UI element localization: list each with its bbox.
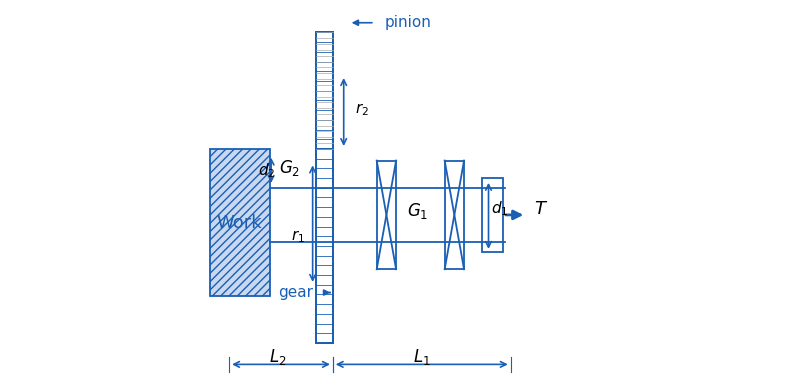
Text: $r_2$: $r_2$ [355,102,370,118]
Bar [315,32,333,343]
Bar [482,178,503,252]
Text: $d_1$: $d_1$ [491,200,509,219]
Text: $G_2$: $G_2$ [278,158,300,178]
Text: $T$: $T$ [534,200,548,218]
Bar [210,149,270,296]
Text: pinion: pinion [385,15,431,30]
Text: $L_2$: $L_2$ [269,346,286,367]
Bar [315,32,333,343]
Text: $L_1$: $L_1$ [413,346,430,367]
Text: gear: gear [278,285,313,300]
Text: $G_1$: $G_1$ [407,201,428,221]
Text: $r_1$: $r_1$ [291,228,305,245]
Bar [445,161,464,269]
Bar [377,161,396,269]
Bar [315,32,333,149]
Text: $d_2$: $d_2$ [258,161,275,179]
Bar [315,32,333,149]
Text: Work: Work [216,213,262,232]
